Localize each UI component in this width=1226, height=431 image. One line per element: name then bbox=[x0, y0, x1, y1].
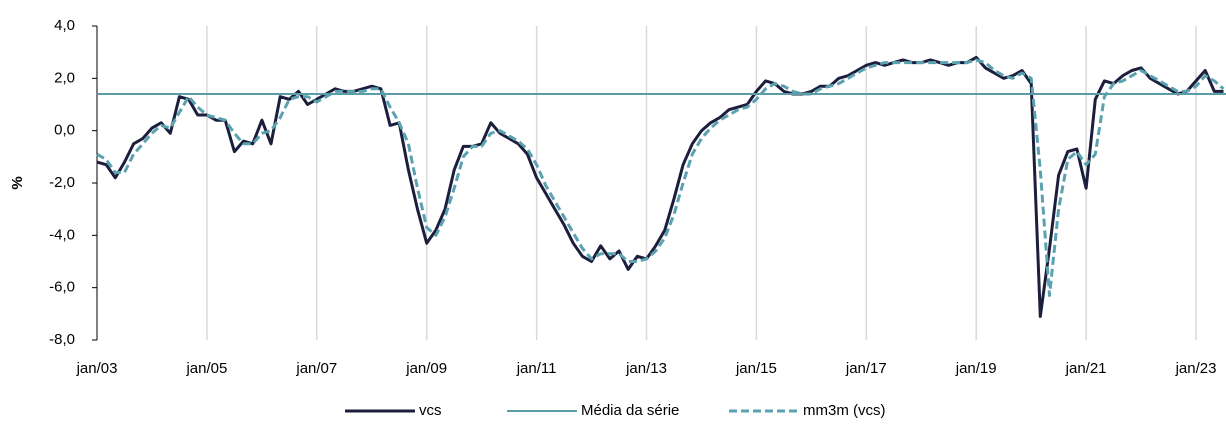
x-tick-label: jan/17 bbox=[845, 360, 887, 377]
y-tick-label: 0,0 bbox=[54, 122, 75, 139]
y-tick-label: 4,0 bbox=[54, 17, 75, 34]
legend-label: vcs bbox=[419, 402, 442, 419]
y-tick-label: -6,0 bbox=[49, 279, 75, 296]
x-tick-label: jan/21 bbox=[1065, 360, 1107, 377]
x-tick-label: jan/03 bbox=[76, 360, 118, 377]
x-tick-label: jan/11 bbox=[516, 360, 557, 377]
y-tick-label: -2,0 bbox=[49, 174, 75, 191]
y-tick-label: -4,0 bbox=[49, 226, 75, 243]
x-tick-label: jan/05 bbox=[185, 360, 227, 377]
x-tick-label: jan/19 bbox=[955, 360, 997, 377]
legend-label: Média da série bbox=[581, 402, 679, 419]
x-tick-label: jan/13 bbox=[625, 360, 667, 377]
legend-label: mm3m (vcs) bbox=[803, 402, 886, 419]
x-tick-label: jan/23 bbox=[1175, 360, 1217, 377]
x-tick-label: jan/07 bbox=[295, 360, 337, 377]
series-line bbox=[96, 55, 1224, 318]
y-tick-label: 2,0 bbox=[54, 69, 75, 86]
y-tick-label: -8,0 bbox=[49, 331, 75, 348]
y-axis-label: % bbox=[9, 176, 26, 189]
x-tick-label: jan/09 bbox=[405, 360, 447, 377]
series-line bbox=[96, 58, 1225, 297]
x-tick-label: jan/15 bbox=[735, 360, 777, 377]
